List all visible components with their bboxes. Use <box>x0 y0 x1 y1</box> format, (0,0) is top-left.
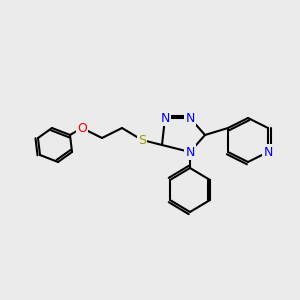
Text: N: N <box>185 112 195 124</box>
Text: N: N <box>185 146 195 158</box>
Text: N: N <box>263 146 273 158</box>
Text: N: N <box>160 112 170 124</box>
Text: O: O <box>77 122 87 134</box>
Text: S: S <box>138 134 146 146</box>
